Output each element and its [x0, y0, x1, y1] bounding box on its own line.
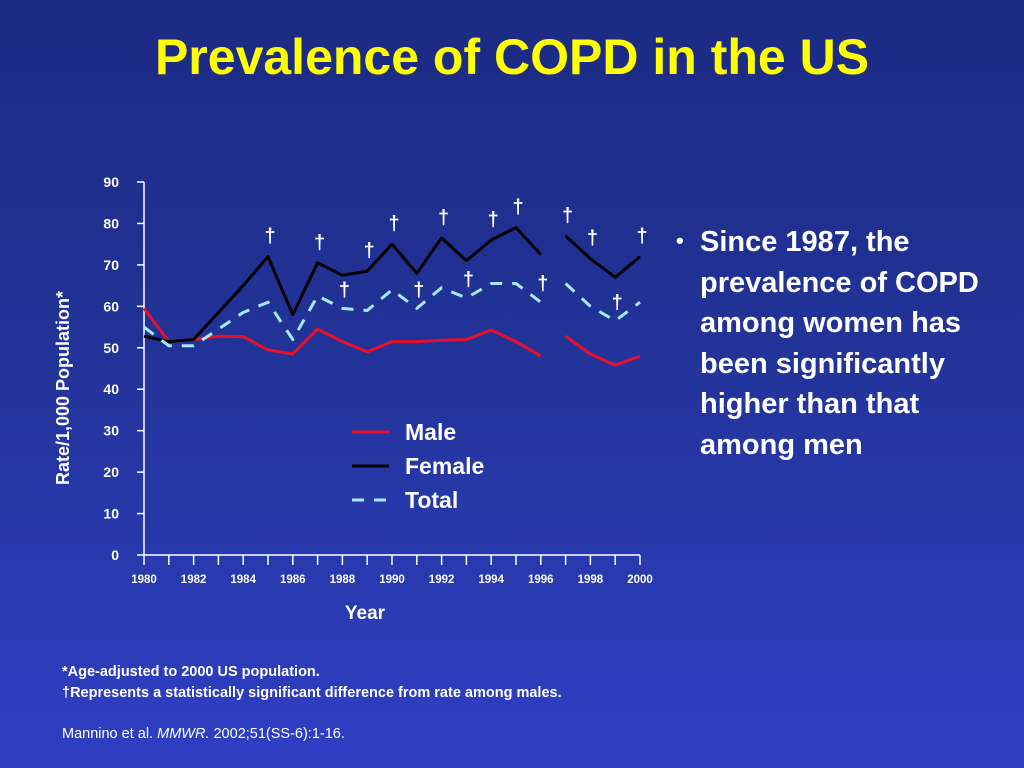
x-tick-label: 1986 [280, 574, 306, 586]
series-total-line-1 [143, 282, 542, 348]
significance-dagger: † [463, 269, 474, 291]
footnote-age-adjusted: *Age-adjusted to 2000 US population. [62, 664, 320, 680]
y-tick-label: 90 [103, 174, 119, 190]
y-tick-label: 30 [103, 423, 119, 439]
y-tick-label: 80 [103, 215, 119, 231]
citation-journal: MMWR. [157, 726, 210, 742]
bullet-dot-icon: • [676, 228, 684, 253]
x-tick-label: 1982 [181, 574, 207, 586]
significance-dagger: † [488, 209, 499, 231]
significance-dagger: † [636, 226, 647, 248]
y-tick-label: 0 [111, 547, 119, 563]
x-tick-label: 1996 [528, 574, 554, 586]
legend-label-male: Male [405, 419, 456, 445]
significance-dagger: † [364, 240, 375, 262]
significance-dagger: † [612, 292, 623, 314]
significance-dagger: † [413, 279, 424, 301]
significance-dagger: † [388, 213, 399, 235]
x-tick-label: 1998 [578, 574, 604, 586]
significance-dagger: † [587, 228, 598, 250]
y-tick-label: 20 [103, 464, 119, 480]
x-tick-label: 1994 [478, 574, 504, 586]
series-male-line-1 [142, 307, 542, 358]
series-male-line-2 [564, 334, 641, 367]
x-tick-label: 1988 [330, 574, 356, 586]
bullet-point: • Since 1987, the prevalence of COPD amo… [676, 222, 1000, 465]
bullet-text: Since 1987, the prevalence of COPD among… [700, 226, 979, 461]
x-tick-label: 2000 [627, 574, 653, 586]
significance-dagger: † [512, 197, 523, 219]
citation-details: 2002;51(SS-6):1-16. [209, 726, 345, 742]
significance-dagger: † [562, 205, 573, 227]
x-tick-label: 1980 [131, 574, 157, 586]
citation-authors: Mannino et al. [62, 726, 158, 742]
series-female-line-1 [143, 226, 542, 344]
significance-dagger: † [314, 232, 325, 254]
slide-title: Prevalence of COPD in the US [154, 29, 870, 85]
y-tick-label: 40 [103, 381, 119, 397]
footnote-significance: †Represents a statistically significant … [62, 685, 562, 701]
series-female-line-2 [564, 234, 641, 279]
citation: Mannino et al. MMWR. 2002;51(SS-6):1-16. [62, 726, 345, 742]
significance-dagger: † [264, 226, 275, 248]
y-tick-label: 60 [103, 298, 119, 314]
x-tick-label: 1990 [379, 574, 405, 586]
significance-dagger: † [438, 207, 449, 229]
y-axis-label: Rate/1,000 Population* [53, 291, 73, 485]
y-tick-label: 10 [103, 506, 119, 522]
x-tick-label: 1984 [230, 574, 256, 586]
x-axis-label: Year [345, 603, 386, 624]
legend-label-female: Female [405, 453, 484, 479]
y-tick-label: 70 [103, 257, 119, 273]
significance-dagger: † [339, 279, 350, 301]
series-total-line-2 [564, 282, 641, 323]
significance-dagger: † [537, 273, 548, 295]
x-tick-label: 1992 [429, 574, 455, 586]
legend-label-total: Total [405, 487, 458, 513]
y-tick-label: 50 [103, 340, 119, 356]
